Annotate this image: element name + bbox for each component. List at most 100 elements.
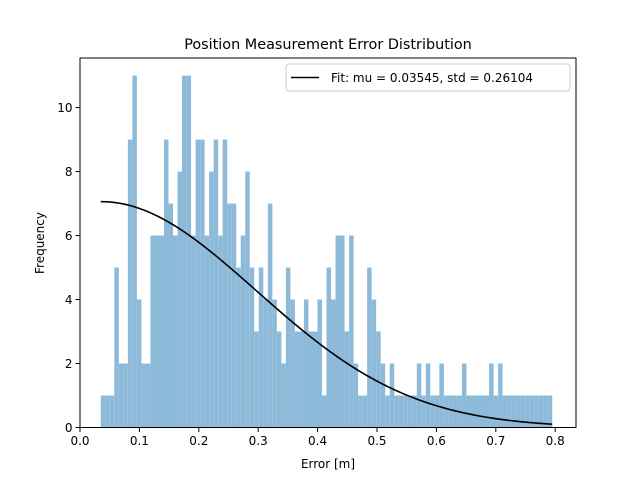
histogram-bar bbox=[236, 267, 241, 428]
histogram-bar bbox=[403, 395, 408, 428]
x-axis-ticks: 0.0 0.1 0.2 0.3 0.4 0.5 0.6 0.7 0.8 bbox=[70, 427, 565, 448]
histogram-bar bbox=[168, 203, 174, 428]
histogram-bar bbox=[227, 203, 232, 428]
x-axis-label: Error [m] bbox=[301, 457, 355, 471]
histogram-bar bbox=[218, 235, 223, 428]
histogram-bar bbox=[367, 267, 372, 428]
histogram-bar bbox=[511, 395, 517, 428]
x-tick-label: 0.1 bbox=[130, 434, 149, 448]
histogram-bar bbox=[182, 75, 187, 428]
histogram-bar bbox=[132, 75, 137, 428]
histogram-bar bbox=[118, 363, 124, 428]
y-tick-label: 4 bbox=[65, 293, 73, 307]
histogram-bar bbox=[177, 171, 183, 428]
histogram-bar bbox=[344, 331, 350, 428]
histogram-bar bbox=[276, 331, 282, 428]
histogram-bar bbox=[258, 267, 264, 428]
histogram-bar bbox=[443, 395, 449, 428]
histogram-bar bbox=[173, 235, 178, 428]
histogram-bar bbox=[466, 395, 471, 428]
histogram-bar bbox=[254, 331, 259, 428]
histogram-bar bbox=[331, 299, 336, 428]
histogram-bar bbox=[294, 331, 300, 428]
histogram-bar bbox=[507, 395, 512, 428]
histogram-bar bbox=[240, 235, 246, 428]
x-tick-label: 0.7 bbox=[486, 434, 505, 448]
histogram-bar bbox=[272, 299, 277, 428]
histogram-bar bbox=[335, 235, 341, 428]
x-tick-label: 0.4 bbox=[308, 434, 327, 448]
x-tick-label: 0.3 bbox=[249, 434, 268, 448]
histogram-bar bbox=[186, 75, 192, 428]
histogram-bar bbox=[145, 363, 151, 428]
histogram-bar bbox=[312, 331, 318, 428]
histogram-bar bbox=[109, 395, 115, 428]
histogram-bar bbox=[421, 395, 426, 428]
histogram-bar bbox=[303, 299, 309, 428]
histogram-bar bbox=[308, 331, 313, 428]
histogram-bar bbox=[349, 235, 354, 428]
histogram-bar bbox=[204, 235, 210, 428]
histogram-bar bbox=[222, 139, 228, 428]
histogram-bar bbox=[290, 299, 295, 428]
histogram-bar bbox=[371, 299, 377, 428]
histogram-bar bbox=[209, 171, 214, 428]
histogram-bar bbox=[398, 395, 404, 428]
histogram-bars bbox=[100, 75, 553, 428]
histogram-bar bbox=[470, 395, 476, 428]
histogram-bar bbox=[326, 267, 332, 428]
plot-area bbox=[100, 75, 553, 428]
histogram-bar bbox=[231, 203, 237, 428]
x-tick-label: 0.2 bbox=[189, 434, 208, 448]
x-tick-label: 0.0 bbox=[70, 434, 89, 448]
y-tick-label: 6 bbox=[65, 229, 73, 243]
histogram-bar bbox=[127, 139, 133, 428]
histogram-bar bbox=[285, 267, 291, 428]
histogram-bar bbox=[299, 331, 304, 428]
histogram-bar bbox=[385, 395, 390, 428]
histogram-bar bbox=[123, 363, 128, 428]
histogram-bar bbox=[525, 395, 530, 428]
histogram-bar bbox=[150, 235, 155, 428]
histogram-bar bbox=[281, 363, 286, 428]
histogram-bar bbox=[362, 395, 368, 428]
histogram-bar bbox=[484, 395, 490, 428]
histogram-bar bbox=[317, 299, 322, 428]
y-tick-label: 10 bbox=[57, 101, 72, 115]
histogram-bar bbox=[195, 139, 201, 428]
histogram-bar bbox=[516, 395, 521, 428]
chart-title: Position Measurement Error Distribution bbox=[184, 37, 472, 53]
y-tick-label: 8 bbox=[65, 165, 73, 179]
y-tick-label: 2 bbox=[65, 357, 73, 371]
histogram-bar bbox=[434, 395, 440, 428]
histogram-bar bbox=[114, 267, 119, 428]
histogram-bar bbox=[245, 171, 250, 428]
histogram-bar bbox=[502, 395, 508, 428]
histogram-bar bbox=[439, 363, 444, 428]
histogram-bar bbox=[263, 299, 268, 428]
histogram-bar bbox=[163, 139, 169, 428]
histogram-bar bbox=[340, 235, 345, 428]
histogram-bar bbox=[380, 363, 386, 428]
y-axis-label: Frequency bbox=[33, 212, 47, 274]
histogram-bar bbox=[200, 139, 205, 428]
histogram-bar bbox=[489, 363, 494, 428]
histogram-bar bbox=[159, 235, 164, 428]
histogram-bar bbox=[191, 235, 196, 428]
histogram-bar bbox=[538, 395, 544, 428]
y-tick-label: 0 bbox=[65, 421, 73, 435]
histogram-bar bbox=[416, 363, 422, 428]
histogram-bar bbox=[394, 395, 399, 428]
histogram-bar bbox=[267, 203, 273, 428]
histogram-bar bbox=[480, 395, 485, 428]
histogram-bar bbox=[534, 395, 539, 428]
histogram-bar bbox=[430, 395, 435, 428]
histogram-bar bbox=[322, 395, 327, 428]
y-axis-ticks: 0 2 4 6 8 10 bbox=[57, 101, 80, 435]
legend-box bbox=[285, 63, 571, 92]
histogram-bar bbox=[547, 395, 553, 428]
axes-frame bbox=[79, 57, 577, 428]
legend-label: Fit: mu = 0.03545, std = 0.26104 bbox=[331, 71, 533, 85]
histogram-bar bbox=[543, 395, 548, 428]
histogram-bar bbox=[407, 395, 413, 428]
